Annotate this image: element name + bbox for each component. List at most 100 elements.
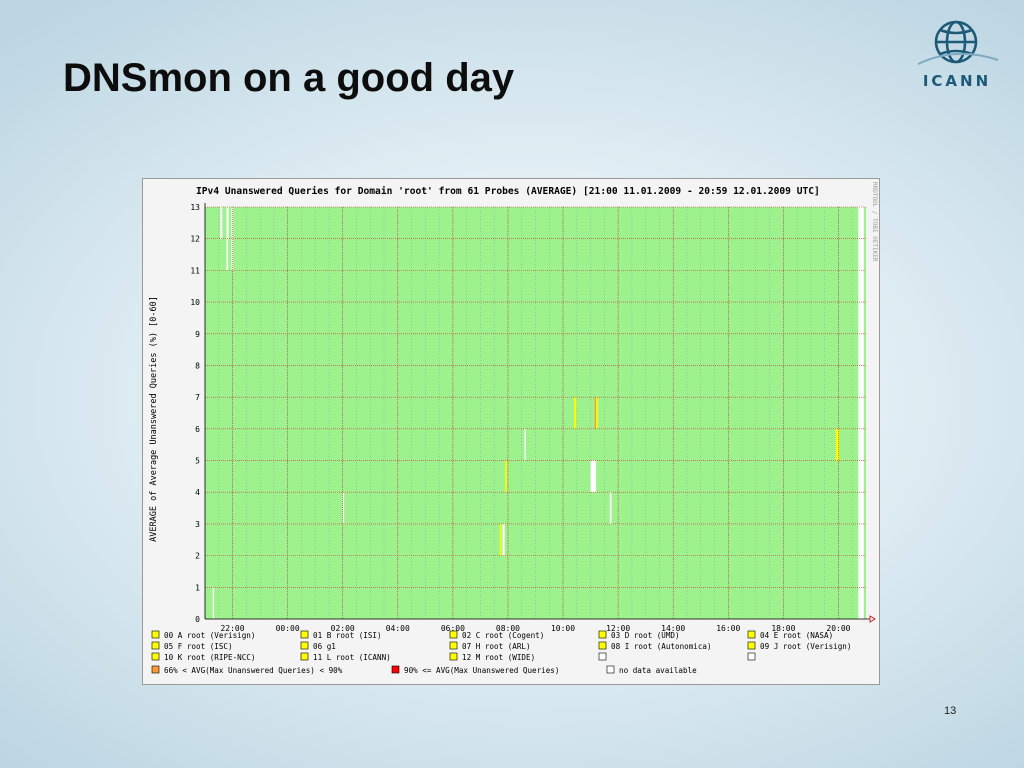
- legend-swatch: [151, 630, 160, 639]
- severity-legend-swatch: [391, 665, 400, 674]
- legend-swatch: [747, 641, 756, 650]
- legend-swatch: [747, 652, 756, 661]
- no-data-cell: [609, 492, 612, 524]
- no-data-cell: [342, 492, 345, 524]
- no-data-cell: [212, 587, 215, 619]
- y-tick-label: 0: [195, 615, 200, 624]
- x-tick-label: 18:00: [771, 624, 795, 633]
- no-data-cell: [231, 238, 234, 271]
- legend-swatch: [747, 630, 756, 639]
- plot-area: [205, 207, 866, 619]
- y-tick-label: 9: [195, 330, 200, 339]
- slide-title: DNSmon on a good day: [63, 56, 515, 100]
- x-tick-label: 10:00: [551, 624, 575, 633]
- legend-swatch: [449, 652, 458, 661]
- legend-swatch: [598, 630, 607, 639]
- x-tick-label: 22:00: [220, 624, 244, 633]
- y-tick-label: 5: [195, 457, 200, 466]
- severity-legend-label: no data available: [619, 666, 697, 675]
- no-data-cell: [858, 587, 864, 619]
- legend-swatch: [151, 652, 160, 661]
- x-tick-label: 08:00: [496, 624, 520, 633]
- legend-label: 06 g1: [313, 642, 336, 651]
- warning-cell: [505, 460, 507, 493]
- no-data-cell: [858, 207, 864, 239]
- y-tick-label: 6: [195, 425, 200, 434]
- no-data-cell: [858, 492, 864, 524]
- chart-svg: IPv4 Unanswered Queries for Domain 'root…: [149, 182, 878, 675]
- legend-label: 08 I root (Autonomica): [611, 642, 712, 651]
- no-data-cell: [858, 333, 864, 366]
- no-data-cell: [231, 207, 234, 239]
- chart-title: IPv4 Unanswered Queries for Domain 'root…: [196, 185, 820, 197]
- x-tick-label: 12:00: [606, 624, 630, 633]
- y-tick-label: 13: [190, 203, 200, 212]
- legend-label: 00 A root (Verisign): [164, 631, 255, 640]
- y-axis-label: AVERAGE of Average Unanswered Queries (%…: [149, 296, 159, 542]
- legend-label: 03 D root (UMD): [611, 631, 680, 640]
- no-data-cell: [858, 555, 864, 588]
- x-tick-label: 06:00: [441, 624, 465, 633]
- y-tick-label: 1: [195, 583, 200, 592]
- medium-cell: [594, 397, 597, 429]
- no-data-cell: [524, 428, 526, 461]
- severity-legend-label: 66% < AVG(Max Unanswered Queries) < 90%: [164, 666, 343, 675]
- legend-swatch: [449, 630, 458, 639]
- y-tick-label: 4: [195, 488, 200, 497]
- no-data-cell: [858, 397, 864, 429]
- no-data-cell: [858, 523, 864, 556]
- legend-label: 11 L root (ICANN): [313, 653, 391, 662]
- no-data-cell: [858, 428, 864, 461]
- x-tick-label: 04:00: [386, 624, 410, 633]
- no-data-cell: [220, 207, 223, 239]
- severity-legend-swatch: [606, 665, 615, 674]
- x-tick-label: 00:00: [276, 624, 300, 633]
- legend-swatch: [598, 641, 607, 650]
- warning-cell: [596, 397, 598, 429]
- x-tick-label: 20:00: [826, 624, 850, 633]
- x-tick-label: 16:00: [716, 624, 740, 633]
- x-tick-label: 02:00: [331, 624, 355, 633]
- severity-legend-swatch: [151, 665, 160, 674]
- warning-cell: [574, 397, 577, 429]
- legend-label: 07 H root (ARL): [462, 642, 531, 651]
- icann-logo: ICANN: [912, 16, 1002, 96]
- legend-label: 12 M root (WIDE): [462, 653, 535, 662]
- legend-label: 04 E root (NASA): [760, 631, 833, 640]
- no-data-cell: [226, 238, 229, 271]
- rrdtool-watermark: RRDTOOL / TOBI OETIKER: [871, 182, 878, 262]
- y-tick-label: 8: [195, 361, 200, 370]
- page-number: 13: [944, 705, 957, 717]
- legend-swatch: [300, 641, 309, 650]
- dnsmon-chart: IPv4 Unanswered Queries for Domain 'root…: [142, 178, 880, 685]
- y-tick-label: 7: [195, 393, 200, 402]
- legend-swatch: [151, 641, 160, 650]
- legend-swatch: [300, 630, 309, 639]
- no-data-cell: [502, 523, 505, 556]
- legend-swatch: [449, 641, 458, 650]
- globe-icon: [917, 20, 999, 65]
- y-tick-label: 3: [195, 520, 200, 529]
- no-data-cell: [858, 238, 864, 271]
- no-data-cell: [858, 460, 864, 493]
- y-tick-label: 11: [190, 266, 200, 275]
- no-data-cell: [590, 460, 597, 493]
- no-data-cell: [858, 270, 864, 303]
- no-data-cell: [858, 365, 864, 398]
- warning-cell: [499, 523, 502, 556]
- warning-cell: [835, 428, 840, 461]
- legend-label: 05 F root (ISC): [164, 642, 233, 651]
- y-tick-label: 2: [195, 552, 200, 561]
- no-data-cell: [226, 207, 229, 239]
- logo-text: ICANN: [922, 72, 992, 90]
- x-tick-label: 14:00: [661, 624, 685, 633]
- y-tick-label: 12: [190, 235, 200, 244]
- legend-label: 01 B root (ISI): [313, 631, 382, 640]
- legend-label: 09 J root (Verisign): [760, 642, 851, 651]
- y-tick-label: 10: [190, 298, 200, 307]
- legend-label: 10 K root (RIPE-NCC): [164, 653, 255, 662]
- legend-swatch: [300, 652, 309, 661]
- legend-swatch: [598, 652, 607, 661]
- severity-legend-label: 90% <= AVG(Max Unanswered Queries): [404, 666, 559, 675]
- no-data-cell: [858, 302, 864, 334]
